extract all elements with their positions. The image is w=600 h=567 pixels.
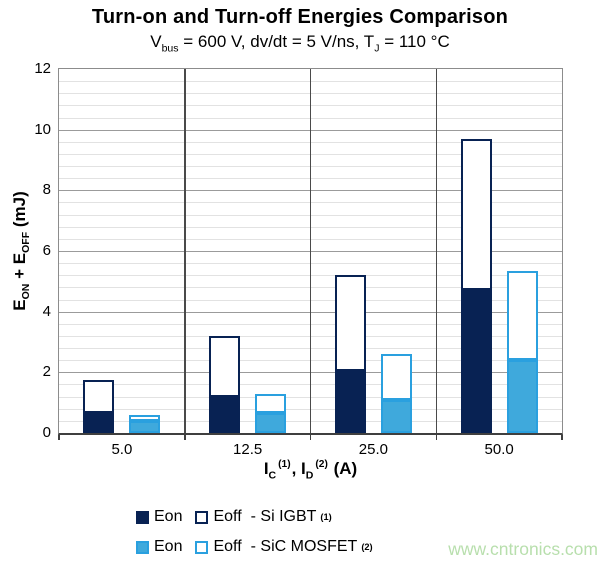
bar-sic-mosfet-eoff-50.0: [506, 270, 538, 361]
bar-sic-mosfet-eon-50.0: [506, 360, 538, 433]
legend-eon-si-igbt-swatch: [136, 510, 149, 524]
x-axis-title: IC(1), ID(2) (A): [263, 459, 358, 482]
legend-eoff-si-igbt-swatch: [195, 510, 209, 524]
x-axis-tick-mark: [309, 435, 312, 440]
y-tick-label: 6: [42, 242, 51, 259]
legend-device-footnote: (2): [361, 542, 373, 552]
legend-device-footnote: (1): [320, 512, 332, 522]
legend-eon-sic-mosfet-swatch: [136, 540, 149, 554]
subtitle-subscript-bus: bus: [161, 42, 179, 55]
bar-sic-mosfet-eoff-5.0: [129, 414, 161, 422]
x-tick-label: 25.0: [358, 441, 388, 458]
y-tick-label: 10: [34, 120, 51, 138]
x-axis-tick-mark: [435, 435, 437, 440]
bar-si-igbt-eoff-12.5: [209, 335, 241, 397]
legend-eon-label: Eon: [154, 508, 183, 525]
bar-si-igbt-eon-50.0: [460, 290, 492, 433]
watermark: www.cntronics.com: [448, 539, 598, 559]
plot-area: [58, 68, 563, 435]
bar-sic-mosfet-eon-5.0: [129, 421, 161, 433]
bar-sic-mosfet-eon-12.5: [255, 413, 287, 433]
x-tick-label: 5.0: [111, 441, 133, 458]
legend-device-label: - SiC MOSFET: [250, 538, 358, 555]
y-tick-label: 8: [42, 181, 51, 199]
bar-sic-mosfet-eoff-25.0: [380, 354, 412, 400]
bar-si-igbt-eon-5.0: [83, 413, 115, 433]
x-axis-tick-mark: [184, 435, 186, 440]
chart-subtitle: Vbus = 600 V, dv/dt = 5 V/ns, TJ = 110 °…: [0, 32, 600, 54]
category-separator: [309, 69, 312, 433]
x-axis-tick-mark: [58, 435, 60, 440]
y-tick-label: 4: [42, 302, 51, 320]
subtitle-text: = 110 °C: [379, 32, 450, 51]
bar-sic-mosfet-eoff-12.5: [255, 393, 287, 414]
y-tick-label: 12: [34, 60, 51, 77]
y-tick-label: 2: [42, 363, 51, 381]
y-tick-label: 0: [42, 424, 51, 441]
legend-device-label: - Si IGBT: [250, 508, 317, 525]
bar-sic-mosfet-eon-25.0: [380, 399, 412, 433]
bar-si-igbt-eoff-25.0: [334, 275, 366, 371]
subtitle-text: V: [150, 32, 162, 51]
subtitle-subscript-j: J: [374, 42, 380, 55]
subtitle-text: = 600 V, dv/dt = 5 V/ns, T: [178, 32, 375, 51]
legend-eoff-label: Eoff: [213, 538, 242, 555]
legend-row-sic-mosfet: Eon Eoff - SiC MOSFET (2): [136, 537, 373, 557]
category-separator: [184, 69, 186, 433]
legend-eoff-sic-mosfet-swatch: [195, 540, 209, 554]
bar-si-igbt-eon-12.5: [209, 396, 241, 433]
category-separator: [435, 69, 437, 433]
legend-row-si-igbt: Eon Eoff - Si IGBT (1): [136, 507, 332, 527]
x-axis-tick-mark: [561, 435, 563, 440]
bar-si-igbt-eon-25.0: [334, 370, 366, 433]
bar-si-igbt-eoff-5.0: [83, 379, 115, 414]
x-tick-label: 50.0: [484, 441, 514, 458]
x-tick-label: 12.5: [233, 441, 263, 458]
legend-eoff-label: Eoff: [213, 508, 242, 525]
bar-si-igbt-eoff-50.0: [460, 138, 492, 291]
legend-eon-label: Eon: [154, 538, 183, 555]
chart-title: Turn-on and Turn-off Energies Comparison: [91, 6, 509, 28]
